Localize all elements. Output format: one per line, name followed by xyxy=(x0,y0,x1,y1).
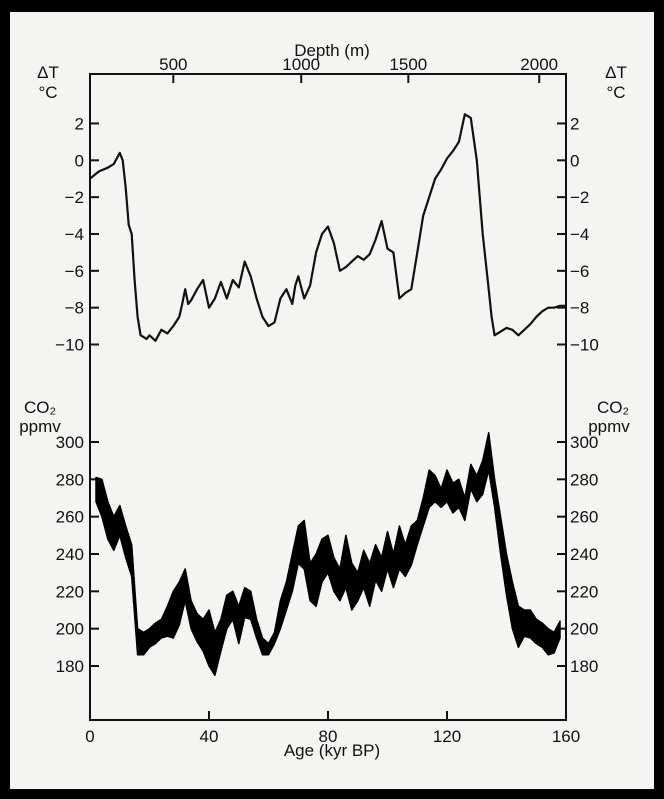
temp-y-tick-label-left: −10 xyxy=(55,336,84,355)
co2-y-tick-label-left: 280 xyxy=(56,470,84,489)
co2-y-tick-label-left: 260 xyxy=(56,508,84,527)
x-tick-label: 0 xyxy=(85,727,94,746)
temp-y-tick-label-left: 2 xyxy=(75,114,84,133)
temp-y-tick-label-left: 0 xyxy=(75,151,84,170)
co2-series-band xyxy=(95,431,561,677)
co2-y-tick-label-left: 220 xyxy=(56,582,84,601)
temp-y-tick-label-left: −6 xyxy=(65,262,84,281)
temp-y-tick-label-right: −4 xyxy=(570,225,589,244)
temp-y-tick-label-right: −8 xyxy=(570,299,589,318)
temp-y-tick-label-left: −8 xyxy=(65,299,84,318)
temp-ylabel-right-line1: ΔT xyxy=(605,63,627,82)
co2-y-tick-label-right: 300 xyxy=(570,433,598,452)
temp-y-tick-label-right: 2 xyxy=(570,114,579,133)
co2-y-tick-label-right: 240 xyxy=(570,545,598,564)
x-axis-title: Age (kyr BP) xyxy=(284,741,380,760)
co2-y-tick-label-left: 180 xyxy=(56,657,84,676)
chart-canvas: 0 40 80 120 160 500 1000 1500 2000 2 2 0 0 −2 −2 −4 −4 −6… xyxy=(10,12,654,789)
x-tick-label: 40 xyxy=(200,727,219,746)
top-tick-label: 500 xyxy=(159,55,187,74)
co2-y-tick-label-left: 300 xyxy=(56,433,84,452)
co2-y-tick-label-left: 240 xyxy=(56,545,84,564)
temp-y-tick-label-right: 0 xyxy=(570,151,579,170)
temp-y-tick-label-left: −2 xyxy=(65,188,84,207)
x-tick-label: 120 xyxy=(433,727,461,746)
temp-ylabel-left-line1: ΔT xyxy=(37,63,59,82)
temp-y-tick-label-right: −10 xyxy=(570,336,599,355)
top-tick-label: 1500 xyxy=(389,55,427,74)
co2-y-tick-label-left: 200 xyxy=(56,620,84,639)
top-axis-title: Depth (m) xyxy=(294,41,370,60)
temp-y-tick-label-right: −2 xyxy=(570,188,589,207)
co2-y-tick-label-right: 280 xyxy=(570,470,598,489)
x-tick-label: 80 xyxy=(319,727,338,746)
temperature-series-line xyxy=(89,113,566,342)
temp-y-tick-label-left: −4 xyxy=(65,225,84,244)
temp-ylabel-left-line2: °C xyxy=(38,83,57,102)
temp-y-tick-label-right: −6 xyxy=(570,262,589,281)
x-tick-label: 160 xyxy=(552,727,580,746)
co2-ylabel-right-line1: CO₂ xyxy=(597,398,629,417)
top-tick-label: 1000 xyxy=(282,55,320,74)
co2-y-tick-label-right: 260 xyxy=(570,508,598,527)
co2-y-tick-label-right: 200 xyxy=(570,620,598,639)
top-tick-label: 2000 xyxy=(520,55,558,74)
co2-ylabel-left-line2: ppmv xyxy=(19,417,61,436)
co2-ylabel-right-line2: ppmv xyxy=(588,417,630,436)
co2-ylabel-left-line1: CO₂ xyxy=(24,398,56,417)
co2-y-tick-label-right: 220 xyxy=(570,582,598,601)
co2-y-tick-label-right: 180 xyxy=(570,657,598,676)
temp-ylabel-right-line2: °C xyxy=(606,83,625,102)
